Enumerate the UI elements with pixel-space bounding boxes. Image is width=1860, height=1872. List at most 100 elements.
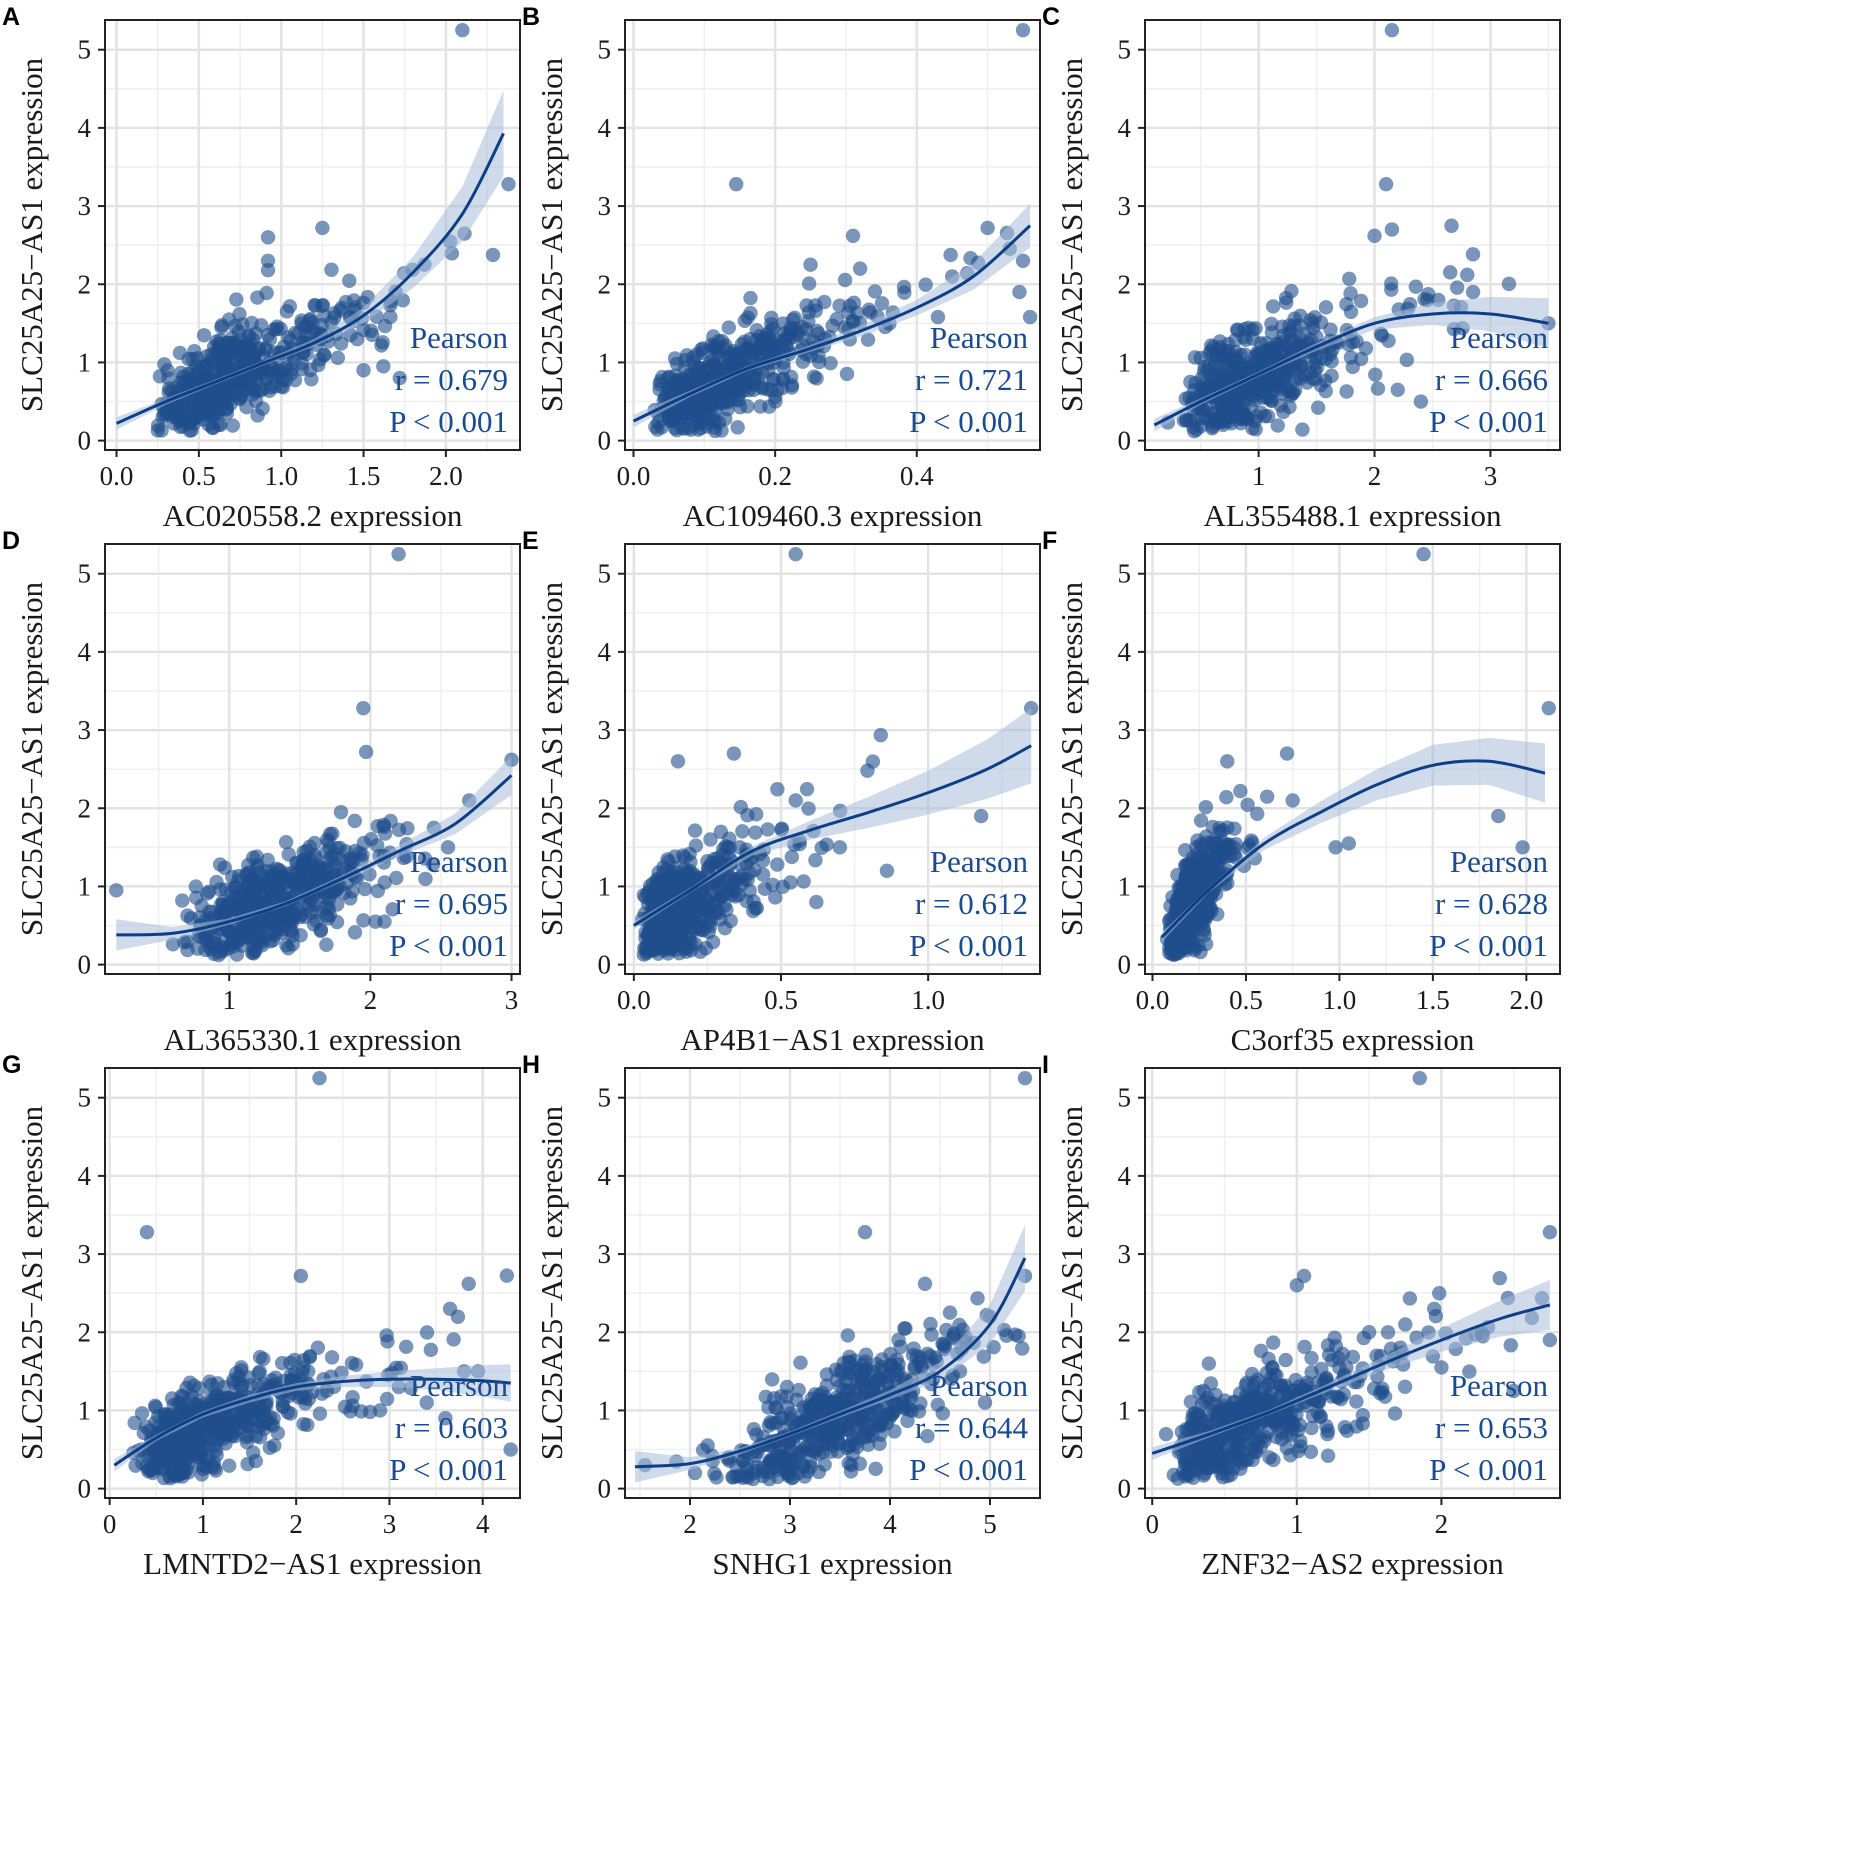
scatter-point-outlier <box>726 746 742 761</box>
y-tick-label: 3 <box>598 1239 612 1269</box>
x-tick-label: 1.0 <box>911 985 945 1015</box>
scatter-point-outlier <box>1285 793 1300 808</box>
scatter-point-outlier <box>1460 267 1475 283</box>
scatter-point <box>1238 1378 1254 1393</box>
scatter-point <box>817 294 832 310</box>
scatter-point <box>189 890 204 905</box>
confidence-band <box>116 755 512 951</box>
y-tick-label: 2 <box>78 269 92 299</box>
scatter-point <box>1324 354 1339 369</box>
scatter-point <box>1402 1291 1418 1306</box>
scatter-point <box>735 383 751 399</box>
scatter-point-outlier <box>1542 1332 1558 1348</box>
scatter-point-outlier <box>501 176 516 192</box>
y-tick-label: 4 <box>1118 637 1132 667</box>
fit-line <box>632 224 1032 423</box>
scatter-point <box>1342 271 1357 286</box>
scatter-point <box>216 1379 232 1395</box>
scatter-point <box>1215 839 1230 854</box>
scatter-point-outlier <box>1220 754 1235 769</box>
scatter-point-outlier <box>392 370 407 386</box>
scatter-point <box>889 1352 904 1367</box>
scatter-point <box>1199 1408 1214 1423</box>
scatter-point <box>1303 1444 1319 1460</box>
scatter-point <box>1193 813 1209 828</box>
scatter-point <box>839 366 855 382</box>
scatter-point <box>924 1327 939 1342</box>
scatter-point <box>322 826 338 842</box>
scatter-point <box>251 1365 266 1381</box>
panel-border <box>1144 19 1561 451</box>
scatter-point <box>837 272 853 288</box>
x-axis-title: C3orf35 expression <box>1231 1022 1475 1057</box>
y-tick-label: 1 <box>598 1395 612 1425</box>
plot-content <box>1151 1070 1558 1486</box>
scatter-point <box>1339 297 1354 312</box>
panel-letter: I <box>1042 1051 1049 1079</box>
scatter-point <box>229 928 244 943</box>
scatter-point <box>1295 422 1310 437</box>
panel-border <box>1144 543 1561 975</box>
scatter-point <box>1239 1393 1255 1408</box>
x-axis-title: AP4B1−AS1 expression <box>680 1022 985 1057</box>
scatter-point <box>872 1436 887 1452</box>
plot-content <box>1153 22 1556 439</box>
scatter-point <box>1211 860 1226 876</box>
scatter-point <box>874 296 890 311</box>
panel-letter: A <box>2 3 20 31</box>
scatter-point <box>846 314 861 330</box>
scatter-point <box>1188 1456 1203 1472</box>
scatter-point <box>307 298 322 313</box>
scatter-point-outlier <box>1017 1070 1033 1086</box>
y-tick-label: 4 <box>598 113 612 143</box>
scatter-point <box>1313 315 1329 330</box>
scatter-point <box>714 423 729 438</box>
scatter-point <box>667 351 683 366</box>
scatter-point <box>783 875 798 890</box>
plot-content <box>633 546 1039 962</box>
scatter-point <box>796 874 811 889</box>
scatter-point <box>868 1461 883 1477</box>
scatter-point <box>764 1372 780 1387</box>
scatter-point <box>1228 1444 1243 1459</box>
scatter-point <box>818 1435 833 1451</box>
scatter-point <box>275 380 291 395</box>
scatter-point <box>319 937 334 952</box>
scatter-point <box>836 1355 851 1371</box>
scatter-point <box>1323 1389 1339 1404</box>
scatter-point <box>767 339 782 354</box>
scatter-point <box>1332 1360 1347 1375</box>
scatter-point <box>262 383 277 399</box>
x-tick-label: 3 <box>1484 461 1498 491</box>
scatter-point <box>651 415 666 431</box>
scatter-point <box>1276 376 1292 391</box>
panel-letter: E <box>522 527 539 555</box>
scatter-point <box>1259 789 1275 804</box>
scatter-point <box>1229 353 1244 368</box>
stat-p: P < 0.001 <box>389 928 508 963</box>
scatter-point <box>278 834 294 850</box>
scatter-point-outlier <box>1012 284 1027 300</box>
scatter-point <box>245 332 261 347</box>
scatter-point <box>784 849 800 865</box>
scatter-point <box>1307 371 1323 387</box>
scatter-point-outlier <box>1289 1278 1305 1293</box>
panel-letter: F <box>1042 527 1057 555</box>
scatter-point <box>168 405 183 420</box>
scatter-point <box>305 315 320 331</box>
scatter-point <box>842 298 858 313</box>
scatter-point-outlier <box>503 1442 518 1457</box>
scatter-point <box>647 880 662 896</box>
scatter-point <box>1313 1409 1328 1425</box>
scatter-point <box>217 352 233 367</box>
scatter-point <box>177 935 192 950</box>
scatter-point <box>302 839 317 854</box>
scatter-point <box>377 318 393 334</box>
scatter-point <box>735 1470 751 1485</box>
scatter-point <box>239 1434 255 1450</box>
scatter-point <box>251 1378 266 1393</box>
scatter-point <box>354 1404 369 1419</box>
scatter-point <box>1257 408 1272 424</box>
y-tick-label: 0 <box>598 426 612 456</box>
